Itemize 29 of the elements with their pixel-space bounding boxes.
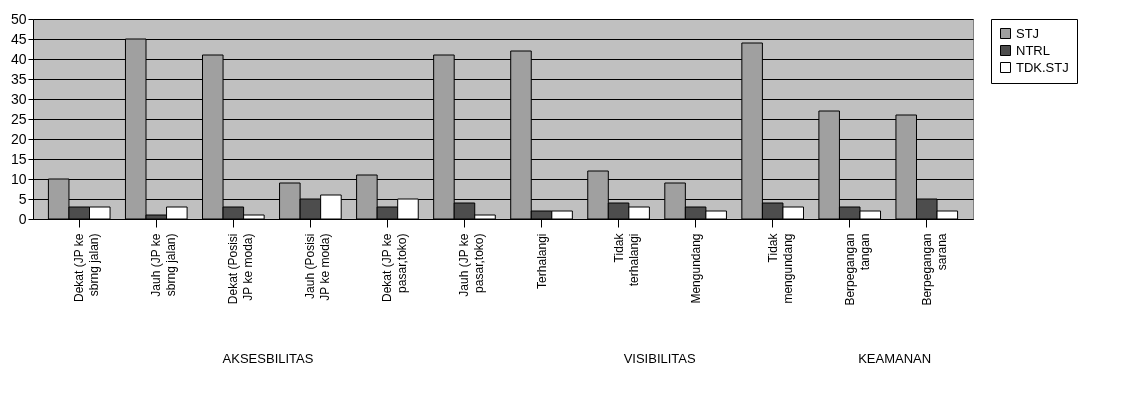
x-tick-label: Tidak mengundang xyxy=(765,232,795,304)
y-tick-label: 25 xyxy=(10,110,27,127)
y-tick-label: 15 xyxy=(10,150,27,167)
y-tick-label: 20 xyxy=(10,130,27,147)
x-tick-label: Terhalangi xyxy=(534,233,549,289)
x-tick-label: Jauh (Posisi JP ke moda) xyxy=(303,233,333,301)
y-tick-label: 35 xyxy=(10,70,27,87)
x-tick-label: Berpegangan sarana xyxy=(919,233,949,306)
y-tick-label: 10 xyxy=(10,170,27,187)
text: KEAMANAN xyxy=(858,351,932,366)
y-tick-label: 5 xyxy=(18,190,27,207)
x-tick-label: Jauh (JP ke pasar,toko) xyxy=(457,233,487,297)
x-tick-label: Berpegangan tangan xyxy=(842,233,872,306)
x-tick-label: Dekat (JP ke sbrng jalan) xyxy=(72,233,102,302)
x-tick-label: Dekat (Posisi JP ke moda) xyxy=(226,233,256,305)
text: VISIBILITAS xyxy=(623,351,696,366)
y-tick-label: 50 xyxy=(10,10,27,27)
x-tick-label: Jauh (JP ke sbrng jalan) xyxy=(149,233,179,297)
legend-label: NTRL xyxy=(1016,42,1050,58)
y-tick-label: 0 xyxy=(18,210,27,227)
x-tick-label: Dekat (JP ke pasar,toko) xyxy=(380,233,410,302)
y-tick-label: 40 xyxy=(10,50,27,67)
x-tick-label: Tidak terhalangi xyxy=(611,232,641,287)
y-tick-label: 30 xyxy=(10,90,27,107)
legend-label: TDK.STJ xyxy=(1016,59,1069,75)
y-tick-label: 45 xyxy=(10,30,27,47)
legend-label: STJ xyxy=(1016,25,1040,41)
x-tick-label: Mengundang xyxy=(688,233,703,304)
text: AKSESBILITAS xyxy=(222,351,314,366)
